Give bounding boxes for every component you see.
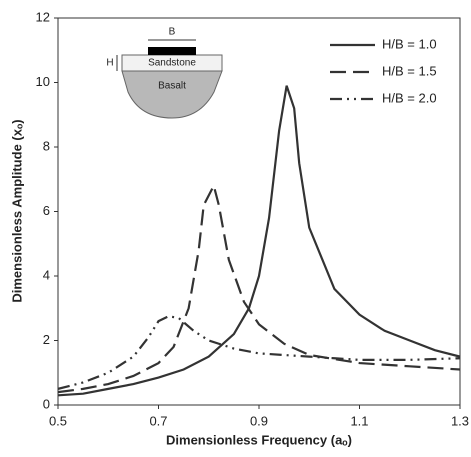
inset-height-label: H	[106, 58, 113, 69]
basalt-shape	[121, 70, 223, 119]
legend-label: H/B = 2.0	[382, 90, 437, 105]
y-tick-label: 8	[43, 138, 50, 153]
y-tick-label: 2	[43, 332, 50, 347]
inset-base-label: Basalt	[158, 81, 186, 92]
x-axis-title: Dimensionless Frequency (aₒ)	[166, 432, 352, 447]
inset-layer-label: Sandstone	[148, 58, 196, 69]
y-tick-label: 10	[36, 74, 50, 89]
y-tick-label: 0	[43, 396, 50, 411]
inset-width-label: B	[169, 27, 176, 38]
legend-label: H/B = 1.5	[382, 63, 437, 78]
y-axis-title: Dimensionless Amplitude (xₒ)	[9, 119, 24, 302]
x-tick-label: 0.7	[149, 413, 167, 428]
y-tick-label: 12	[36, 9, 50, 24]
y-tick-label: 6	[43, 203, 50, 218]
x-tick-label: 1.1	[350, 413, 368, 428]
series-line	[57, 85, 461, 397]
y-tick-label: 4	[43, 267, 50, 282]
inset: B H Sandstone Basalt	[106, 27, 223, 119]
footing	[148, 47, 196, 55]
legend-label: H/B = 1.0	[382, 36, 437, 51]
series-line	[57, 315, 461, 390]
series-line	[57, 182, 461, 394]
x-tick-label: 0.9	[250, 413, 268, 428]
x-tick-label: 0.5	[49, 413, 67, 428]
x-tick-label: 1.3	[451, 413, 469, 428]
